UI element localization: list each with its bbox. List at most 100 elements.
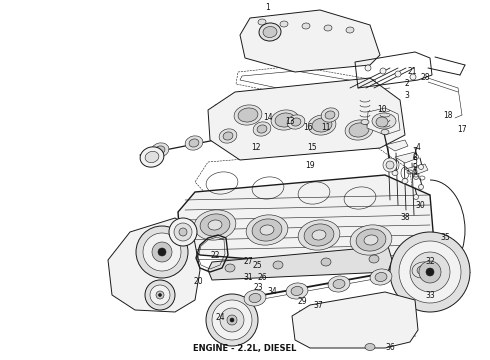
Ellipse shape	[392, 171, 398, 175]
Ellipse shape	[386, 161, 394, 169]
Text: 37: 37	[313, 301, 323, 310]
Text: 28: 28	[420, 73, 430, 82]
Text: 22: 22	[210, 251, 220, 260]
Ellipse shape	[158, 248, 166, 256]
Ellipse shape	[369, 255, 379, 263]
Ellipse shape	[136, 226, 188, 278]
Ellipse shape	[414, 194, 418, 199]
Ellipse shape	[365, 343, 375, 351]
Text: 26: 26	[257, 274, 267, 283]
Text: 30: 30	[415, 201, 425, 210]
Text: 32: 32	[425, 257, 435, 266]
Ellipse shape	[225, 264, 235, 272]
Text: 27: 27	[243, 257, 253, 266]
Text: 3: 3	[405, 91, 410, 100]
Ellipse shape	[273, 261, 283, 269]
Ellipse shape	[365, 65, 371, 71]
Ellipse shape	[402, 179, 408, 184]
Ellipse shape	[194, 210, 236, 240]
Ellipse shape	[410, 74, 416, 80]
Ellipse shape	[208, 220, 222, 230]
Text: 17: 17	[457, 126, 467, 135]
Ellipse shape	[145, 280, 175, 310]
Text: 2: 2	[405, 80, 409, 89]
Text: 6: 6	[413, 167, 417, 176]
Ellipse shape	[308, 115, 336, 135]
Ellipse shape	[220, 308, 244, 332]
Ellipse shape	[223, 132, 233, 140]
Ellipse shape	[412, 262, 434, 278]
Ellipse shape	[257, 125, 267, 133]
Ellipse shape	[263, 27, 277, 37]
Ellipse shape	[286, 283, 308, 299]
Ellipse shape	[238, 108, 258, 122]
Ellipse shape	[321, 108, 339, 122]
Ellipse shape	[143, 233, 181, 271]
Ellipse shape	[219, 129, 237, 143]
Text: 12: 12	[251, 144, 261, 153]
Ellipse shape	[189, 139, 199, 147]
Text: 11: 11	[321, 123, 331, 132]
Ellipse shape	[383, 158, 397, 172]
Ellipse shape	[298, 220, 340, 250]
Ellipse shape	[151, 143, 169, 157]
Ellipse shape	[227, 315, 237, 325]
Ellipse shape	[259, 23, 281, 41]
Ellipse shape	[361, 120, 369, 125]
Text: 5: 5	[413, 158, 417, 166]
Ellipse shape	[418, 165, 423, 170]
Text: 34: 34	[267, 288, 277, 297]
Polygon shape	[208, 246, 392, 280]
Text: 15: 15	[307, 144, 317, 153]
Text: 23: 23	[253, 284, 263, 292]
Text: 33: 33	[425, 291, 435, 300]
Ellipse shape	[395, 71, 401, 77]
Polygon shape	[395, 152, 418, 163]
Ellipse shape	[370, 269, 392, 285]
Ellipse shape	[312, 118, 332, 132]
Ellipse shape	[380, 68, 386, 74]
Ellipse shape	[230, 318, 234, 322]
Ellipse shape	[417, 265, 429, 275]
Text: 19: 19	[305, 162, 315, 171]
Text: 14: 14	[263, 113, 273, 122]
Ellipse shape	[328, 276, 350, 292]
Ellipse shape	[381, 130, 389, 135]
Ellipse shape	[258, 19, 266, 25]
Ellipse shape	[152, 242, 172, 262]
Ellipse shape	[346, 27, 354, 33]
Ellipse shape	[246, 215, 288, 245]
Polygon shape	[405, 164, 428, 175]
Text: 25: 25	[252, 261, 262, 270]
Ellipse shape	[140, 147, 164, 167]
Ellipse shape	[419, 261, 441, 283]
Text: 20: 20	[193, 278, 203, 287]
Ellipse shape	[291, 118, 301, 126]
Ellipse shape	[390, 232, 470, 312]
Polygon shape	[108, 218, 200, 312]
Ellipse shape	[174, 223, 192, 241]
Ellipse shape	[185, 136, 203, 150]
Text: 38: 38	[400, 213, 410, 222]
Ellipse shape	[200, 214, 230, 236]
Ellipse shape	[349, 123, 369, 137]
Ellipse shape	[312, 230, 326, 240]
Text: ENGINE - 2.2L, DIESEL: ENGINE - 2.2L, DIESEL	[194, 344, 296, 353]
Ellipse shape	[150, 285, 170, 305]
Ellipse shape	[375, 273, 387, 282]
Polygon shape	[292, 292, 418, 348]
Ellipse shape	[206, 294, 258, 346]
Ellipse shape	[324, 25, 332, 31]
Polygon shape	[178, 175, 435, 270]
Ellipse shape	[253, 122, 271, 136]
Ellipse shape	[414, 154, 418, 159]
Ellipse shape	[156, 291, 164, 299]
Ellipse shape	[399, 241, 461, 303]
Ellipse shape	[291, 287, 303, 296]
Text: 13: 13	[285, 117, 295, 126]
Text: 10: 10	[377, 105, 387, 114]
Ellipse shape	[155, 146, 165, 154]
Text: 31: 31	[243, 274, 253, 283]
Ellipse shape	[212, 300, 252, 340]
Ellipse shape	[260, 225, 274, 235]
